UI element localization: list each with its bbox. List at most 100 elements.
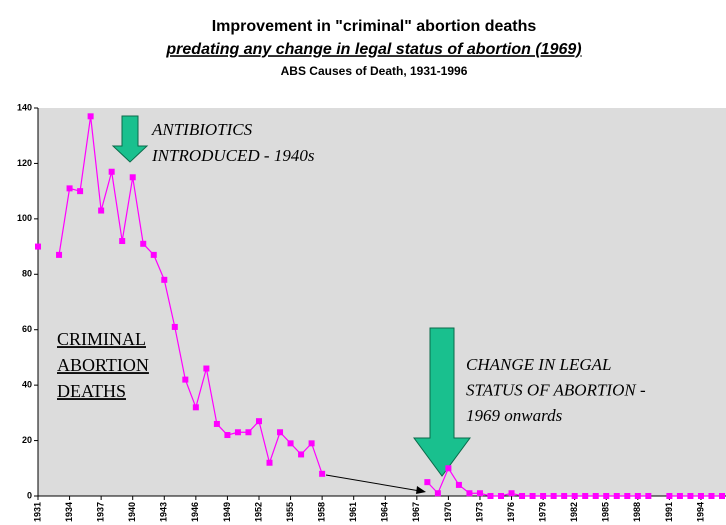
annotation: DEATHS — [57, 381, 126, 401]
x-tick-label: 1967 — [411, 502, 421, 522]
arrow-legal-change — [413, 327, 471, 477]
x-tick-label: 1931 — [32, 502, 42, 522]
point — [498, 493, 505, 499]
point — [550, 493, 557, 499]
arrow-antibiotics — [111, 115, 149, 163]
point — [98, 207, 105, 214]
point — [445, 465, 452, 472]
y-tick-label: 40 — [22, 380, 32, 390]
point — [319, 470, 326, 477]
x-tick-label: 1973 — [474, 502, 484, 522]
point — [77, 188, 84, 195]
annotation: STATUS OF ABORTION - — [466, 380, 646, 399]
x-tick-label: 1934 — [64, 502, 74, 522]
point — [676, 493, 683, 499]
x-tick-label: 1946 — [190, 502, 200, 522]
point — [529, 493, 536, 499]
annotation: CRIMINAL — [57, 329, 146, 349]
y-tick-label: 60 — [22, 324, 32, 334]
x-tick-label: 1949 — [222, 502, 232, 522]
point — [666, 493, 673, 499]
annotation: CHANGE IN LEGAL — [466, 355, 611, 374]
point — [287, 440, 294, 447]
point — [277, 429, 284, 436]
chart-subtitle: predating any change in legal status of … — [165, 41, 581, 58]
y-tick-label: 80 — [22, 269, 32, 279]
point — [634, 493, 641, 499]
x-tick-label: 1958 — [316, 502, 326, 522]
y-tick-label: 140 — [17, 102, 32, 112]
x-tick-label: 1940 — [127, 502, 137, 522]
x-tick-label: 1943 — [159, 502, 169, 522]
point — [234, 429, 241, 436]
point — [540, 493, 547, 499]
point — [224, 432, 231, 439]
point — [308, 440, 315, 447]
point — [213, 420, 220, 427]
point — [571, 493, 578, 499]
x-tick-label: 1952 — [253, 502, 263, 522]
point — [519, 493, 526, 499]
x-tick-label: 1964 — [380, 502, 390, 522]
point — [476, 490, 483, 497]
point — [561, 493, 568, 499]
point — [434, 490, 441, 497]
annotation: ANTIBIOTICS — [151, 120, 253, 139]
x-tick-label: 1937 — [96, 502, 106, 522]
point — [56, 251, 63, 258]
point — [203, 365, 210, 372]
point — [140, 240, 147, 247]
chart-source: ABS Causes of Death, 1931-1996 — [281, 64, 468, 78]
x-tick-label: 1955 — [285, 502, 295, 522]
point — [603, 493, 610, 499]
point — [508, 490, 515, 497]
point — [708, 493, 715, 499]
pointer-head — [416, 486, 426, 494]
point — [697, 493, 704, 499]
point — [150, 251, 157, 258]
x-tick-label: 1991 — [664, 502, 674, 522]
chart-title: Improvement in "criminal" abortion death… — [212, 18, 537, 35]
point — [266, 459, 273, 466]
annotation: 1969 onwards — [466, 406, 563, 425]
pointer-line — [325, 474, 421, 492]
point — [119, 238, 126, 245]
point — [161, 276, 168, 283]
point — [255, 418, 262, 425]
point — [687, 493, 694, 499]
y-tick-label: 20 — [22, 435, 32, 445]
point — [171, 323, 178, 330]
annotation: ABORTION — [57, 355, 149, 375]
point — [182, 376, 189, 383]
y-tick-label: 100 — [17, 213, 32, 223]
plot-background — [38, 108, 726, 496]
point — [87, 113, 94, 120]
x-tick-label: 1994 — [695, 502, 705, 522]
point — [613, 493, 620, 499]
x-tick-label: 1976 — [506, 502, 516, 522]
y-tick-label: 120 — [17, 158, 32, 168]
x-tick-label: 1985 — [601, 502, 611, 522]
annotation: INTRODUCED - 1940s — [151, 146, 315, 165]
point — [719, 493, 725, 499]
x-tick-label: 1961 — [348, 502, 358, 522]
point — [245, 429, 252, 436]
point — [582, 493, 589, 499]
point — [66, 185, 73, 192]
point — [108, 168, 115, 175]
point — [298, 451, 305, 458]
point — [624, 493, 631, 499]
x-tick-label: 1988 — [632, 502, 642, 522]
point — [424, 479, 431, 486]
point — [129, 174, 136, 181]
point — [645, 493, 652, 499]
point — [466, 490, 473, 497]
point — [192, 404, 199, 411]
point — [487, 493, 494, 499]
x-tick-label: 1982 — [569, 502, 579, 522]
point — [592, 493, 599, 499]
point — [455, 481, 462, 488]
point — [35, 243, 41, 250]
x-tick-label: 1970 — [443, 502, 453, 522]
